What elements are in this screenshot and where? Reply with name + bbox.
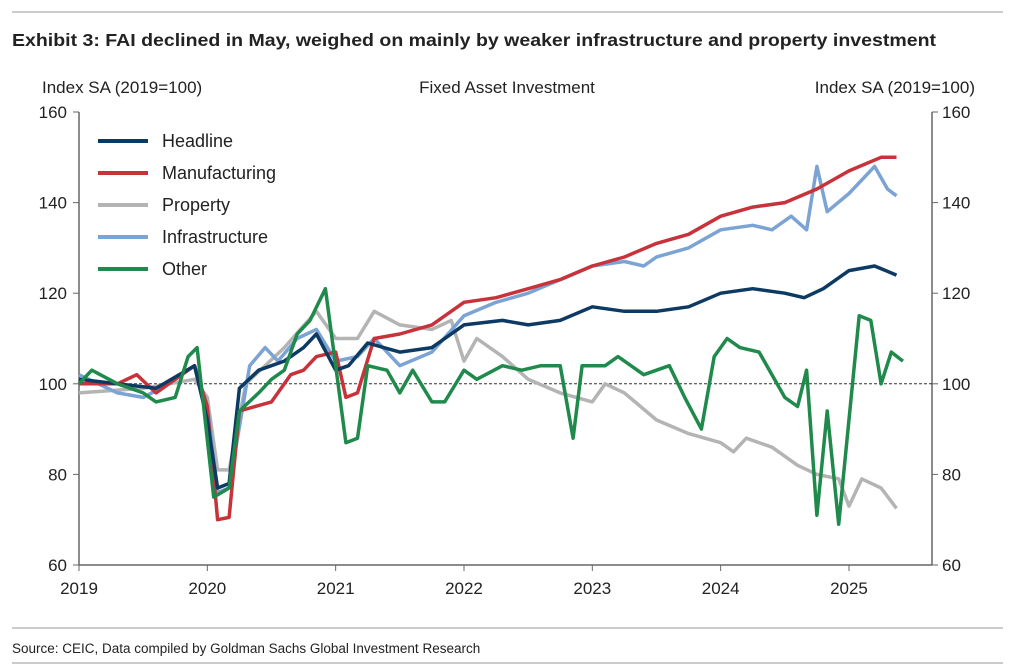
x-tick-label: 2020 (188, 579, 226, 598)
series-line-headline (78, 264, 898, 490)
series-line-other (77, 286, 904, 526)
x-tick-label: 2024 (702, 579, 740, 598)
x-tick-label: 2019 (60, 579, 98, 598)
legend-label: Property (162, 195, 230, 215)
x-tick-label: 2021 (317, 579, 355, 598)
series-line-infrastructure (78, 164, 898, 495)
y-tick-label-left: 100 (39, 375, 67, 394)
x-tick-label: 2023 (573, 579, 611, 598)
y-tick-label-right: 140 (942, 194, 970, 213)
y-tick-label-right: 120 (942, 284, 970, 303)
y-tick-label-right: 80 (942, 465, 961, 484)
legend-label: Headline (162, 131, 233, 151)
left-axis-label: Index SA (2019=100) (42, 78, 202, 97)
y-tick-label-left: 120 (39, 284, 67, 303)
y-tick-label-right: 100 (942, 375, 970, 394)
y-tick-label-right: 160 (942, 103, 970, 122)
legend-label: Infrastructure (162, 227, 268, 247)
right-axis-label: Index SA (2019=100) (815, 78, 975, 97)
exhibit-title: Exhibit 3: FAI declined in May, weighed … (12, 30, 936, 50)
legend-label: Manufacturing (162, 163, 276, 183)
y-tick-label-left: 160 (39, 103, 67, 122)
y-tick-label-left: 140 (39, 194, 67, 213)
y-tick-label-left: 80 (48, 465, 67, 484)
legend-label: Other (162, 259, 207, 279)
y-tick-label-right: 60 (942, 556, 961, 575)
x-tick-label: 2022 (445, 579, 483, 598)
series-line-property (78, 309, 898, 510)
chart-title: Fixed Asset Investment (419, 78, 595, 97)
y-tick-label-left: 60 (48, 556, 67, 575)
x-tick-label: 2025 (830, 579, 868, 598)
source-note: Source: CEIC, Data compiled by Goldman S… (12, 641, 480, 656)
